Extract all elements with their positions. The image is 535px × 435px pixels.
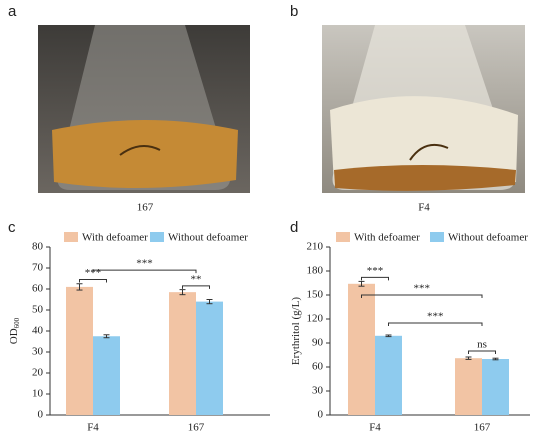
legend-swatch [64, 232, 78, 242]
y-axis-label: Erythritol (g/L) [290, 297, 302, 365]
significance-bracket [361, 276, 389, 281]
y-tick-label: 50 [32, 304, 44, 316]
photo-b [322, 25, 525, 193]
error-bar [465, 356, 472, 360]
photo-a [38, 25, 250, 193]
significance-bracket [361, 294, 483, 298]
error-bar [76, 283, 83, 291]
y-label-main: OD [8, 328, 20, 344]
legend-swatch [336, 232, 350, 242]
error-bar [103, 334, 110, 339]
legend-label: With defoamer [354, 232, 420, 244]
legend-label: Without defoamer [168, 232, 248, 244]
y-axis-label: OD600 [8, 317, 21, 344]
significance-bracket [182, 285, 210, 289]
y-tick-label: 0 [38, 409, 44, 421]
y-tick-label: 80 [32, 241, 44, 253]
significance-label: *** [367, 265, 384, 277]
error-bar [206, 299, 213, 305]
y-tick-label: 20 [32, 367, 44, 379]
x-tick-label: F4 [369, 422, 381, 434]
bar [196, 301, 223, 415]
significance-bracket [92, 269, 197, 274]
y-tick-label: 150 [307, 289, 324, 301]
error-bar [492, 357, 499, 361]
y-tick-label: 60 [312, 361, 324, 373]
panel-label: d [290, 219, 298, 236]
y-tick-label: 30 [32, 346, 44, 358]
legend-label: Without defoamer [448, 232, 528, 244]
legend-label: With defoamer [82, 232, 148, 244]
y-tick-label: 210 [307, 241, 324, 253]
bar [375, 335, 402, 415]
x-tick-label: 167 [474, 422, 491, 434]
significance-label: ns [477, 339, 487, 351]
y-tick-label: 70 [32, 262, 44, 274]
bar [169, 292, 196, 415]
significance-bracket [468, 350, 496, 354]
significance-label: *** [414, 283, 431, 295]
significance-label: ** [191, 273, 202, 285]
x-tick-label: 167 [188, 422, 205, 434]
significance-label: *** [427, 311, 444, 323]
bar [93, 336, 120, 415]
photo-caption: 167 [137, 202, 154, 214]
significance-label: *** [136, 258, 153, 270]
y-tick-label: 120 [307, 313, 324, 325]
panel-label: b [290, 3, 298, 20]
significance-bracket [388, 322, 483, 326]
y-tick-label: 90 [312, 337, 324, 349]
y-tick-label: 40 [32, 325, 44, 337]
panel-label: a [8, 3, 17, 20]
y-tick-label: 0 [318, 409, 324, 421]
y-tick-label: 180 [307, 265, 324, 277]
legend-swatch [430, 232, 444, 242]
bar [482, 359, 509, 415]
legend-swatch [150, 232, 164, 242]
error-bar [358, 280, 365, 287]
y-label-main: Erythritol (g/L) [290, 297, 302, 365]
y-tick-label: 10 [32, 388, 44, 400]
error-bar [179, 289, 186, 296]
error-bar [385, 334, 392, 338]
bar [348, 283, 375, 415]
x-tick-label: F4 [87, 422, 99, 434]
panel-label: c [8, 219, 16, 236]
significance-bracket [79, 279, 107, 283]
y-label-sub: 600 [13, 317, 21, 328]
photo-caption: F4 [418, 202, 430, 214]
bar [455, 358, 482, 415]
bar [66, 286, 93, 415]
y-tick-label: 60 [32, 283, 44, 295]
y-tick-label: 30 [312, 385, 324, 397]
